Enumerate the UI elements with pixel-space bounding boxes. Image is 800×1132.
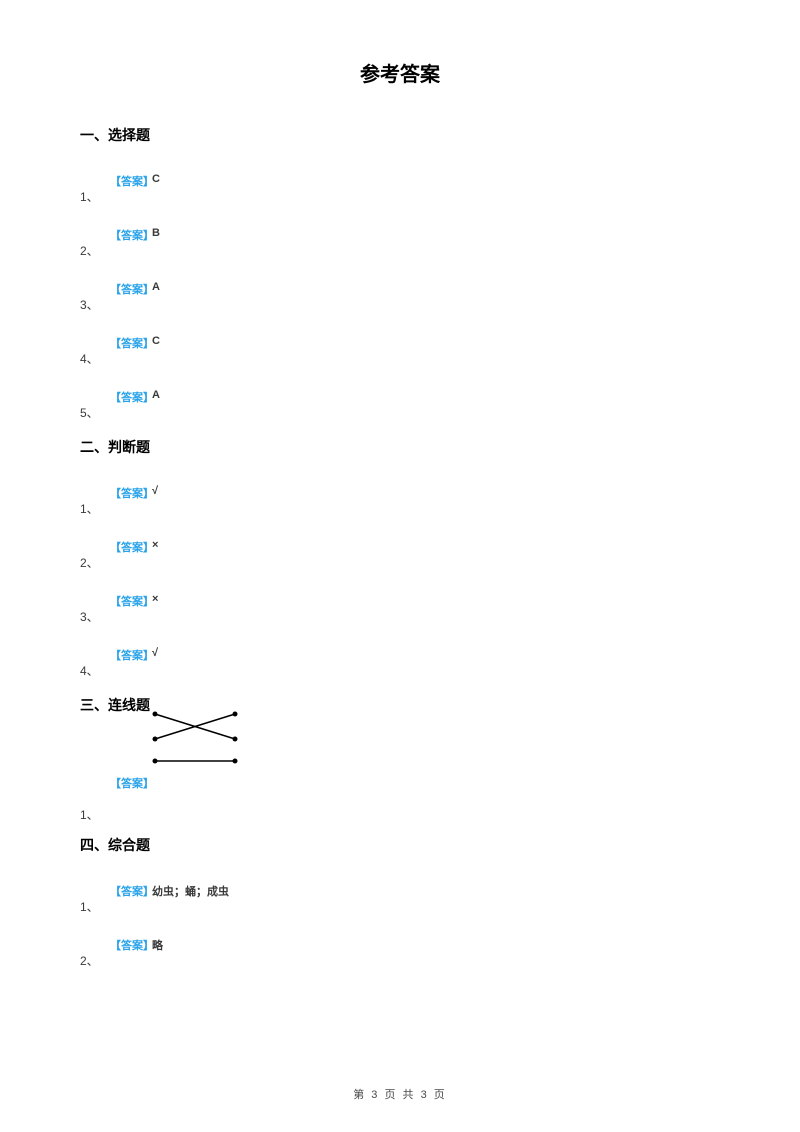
answer-label: 【答案】	[110, 775, 154, 791]
answer-row: 4、 【答案】 √	[80, 641, 720, 679]
answer-row: 5、 【答案】 A	[80, 383, 720, 421]
answer-label: 【答案】	[110, 593, 154, 609]
section-connect: 三、连线题 1、 【答案】	[80, 695, 720, 815]
answer-label: 【答案】	[110, 883, 154, 899]
answer-value: A	[152, 389, 160, 401]
section-comprehensive: 四、综合题 1、 【答案】 幼虫；蛹；成虫 2、 【答案】 略	[80, 835, 720, 969]
answer-value: C	[152, 173, 160, 185]
answer-number: 4、	[80, 662, 99, 679]
section-heading: 二、判断题	[80, 437, 720, 457]
answer-label: 【答案】	[110, 937, 154, 953]
answer-row: 3、 【答案】 A	[80, 275, 720, 313]
answer-label: 【答案】	[110, 647, 154, 663]
answer-row: 2、 【答案】 B	[80, 221, 720, 259]
answer-number: 4、	[80, 350, 99, 367]
answer-row: 2、 【答案】 ×	[80, 533, 720, 571]
answer-number: 5、	[80, 404, 99, 421]
answer-label: 【答案】	[110, 281, 154, 297]
page-footer: 第 3 页 共 3 页	[0, 1086, 800, 1102]
answer-number: 2、	[80, 554, 99, 571]
answer-number: 3、	[80, 296, 99, 313]
answer-row: 1、 【答案】	[80, 737, 720, 815]
answer-row: 1、 【答案】 C	[80, 167, 720, 205]
answer-value: 幼虫；蛹；成虫	[152, 883, 229, 899]
connect-diagram	[150, 709, 240, 769]
answer-number: 2、	[80, 242, 99, 259]
answer-value: B	[152, 227, 160, 239]
answer-row: 1、 【答案】 √	[80, 479, 720, 517]
answer-row: 4、 【答案】 C	[80, 329, 720, 367]
answer-value: √	[152, 485, 158, 497]
section-choice: 一、选择题 1、 【答案】 C 2、 【答案】 B 3、 【答案】 A 4、 【…	[80, 125, 720, 421]
answer-label: 【答案】	[110, 389, 154, 405]
answer-value: 略	[152, 937, 163, 953]
answer-value: ×	[152, 593, 158, 605]
answer-value: ×	[152, 539, 158, 551]
answer-label: 【答案】	[110, 335, 154, 351]
answer-number: 1、	[80, 806, 99, 823]
page-title: 参考答案	[80, 58, 720, 87]
answer-value: A	[152, 281, 160, 293]
answer-number: 3、	[80, 608, 99, 625]
answer-label: 【答案】	[110, 227, 154, 243]
answer-label: 【答案】	[110, 485, 154, 501]
answer-label: 【答案】	[110, 539, 154, 555]
answer-row: 2、 【答案】 略	[80, 931, 720, 969]
answer-value: √	[152, 647, 158, 659]
answer-number: 1、	[80, 898, 99, 915]
answer-value: C	[152, 335, 160, 347]
section-heading: 四、综合题	[80, 835, 720, 855]
answer-number: 1、	[80, 500, 99, 517]
answer-label: 【答案】	[110, 173, 154, 189]
answer-number: 2、	[80, 952, 99, 969]
section-heading: 一、选择题	[80, 125, 720, 145]
page-content: 参考答案 一、选择题 1、 【答案】 C 2、 【答案】 B 3、 【答案】 A…	[0, 0, 800, 969]
answer-row: 1、 【答案】 幼虫；蛹；成虫	[80, 877, 720, 915]
answer-number: 1、	[80, 188, 99, 205]
answer-row: 3、 【答案】 ×	[80, 587, 720, 625]
section-judge: 二、判断题 1、 【答案】 √ 2、 【答案】 × 3、 【答案】 × 4、 【…	[80, 437, 720, 679]
